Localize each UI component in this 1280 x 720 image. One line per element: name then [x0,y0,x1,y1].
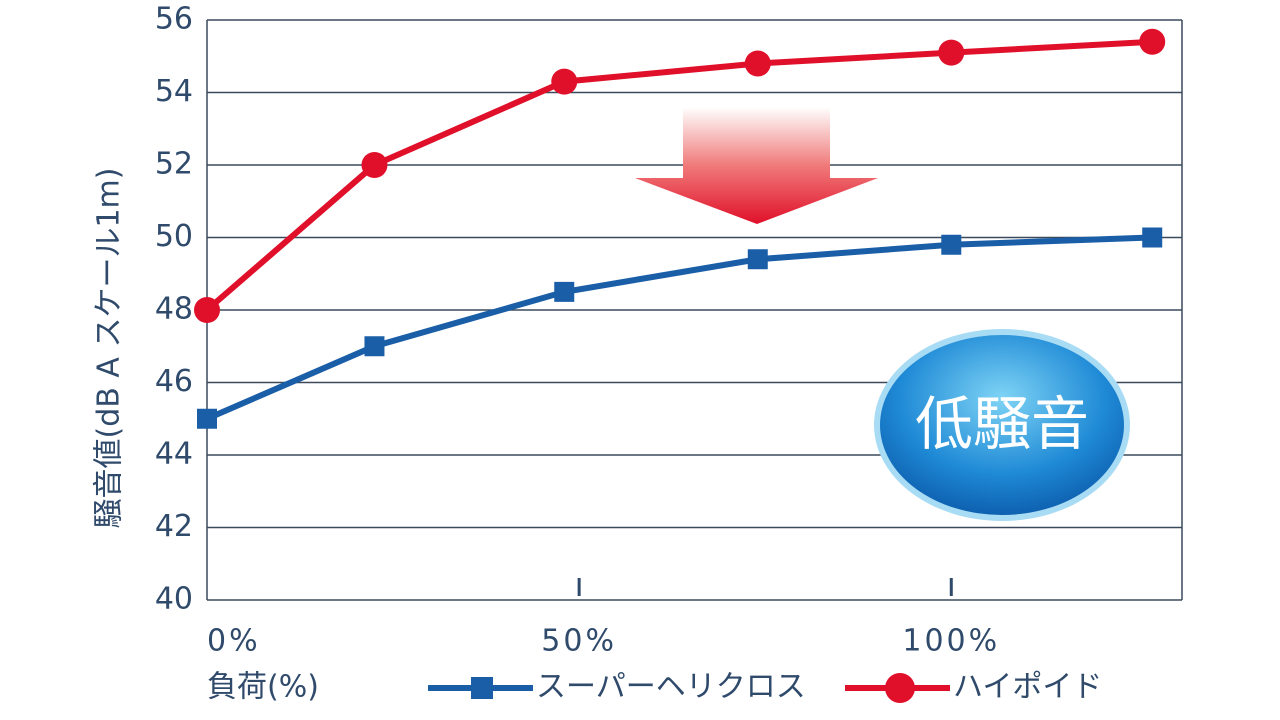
point [1139,28,1166,55]
legend-label: ハイポイド [953,670,1102,705]
y-tick-label: 46 [155,364,193,399]
point [361,152,388,178]
point [941,234,962,255]
series-line [205,38,1153,313]
legend-marker [471,677,493,699]
y-tick-label: 56 [155,2,193,37]
y-tick-label: 48 [155,292,193,327]
point [1142,227,1163,248]
point [938,39,965,66]
y-tick-label: 44 [155,437,193,472]
legend-marker [885,673,915,703]
point [744,50,771,77]
point [197,408,217,429]
point [554,281,575,302]
x-tick-label: 0% [207,624,261,659]
arrow-decoration [635,107,878,224]
series-line [205,234,1153,422]
point [747,249,768,270]
x-tick-label: 50% [541,624,617,659]
legend-label: スーパーヘリクロス [536,670,806,705]
y-tick-label: 54 [155,74,193,109]
y-axis-label: 騒音値(dB A スケール1m) [92,168,127,529]
point [194,297,220,323]
y-tick-label: 50 [155,219,193,254]
x-axis-label: 負荷(%) [207,670,319,705]
y-tick-label: 52 [155,147,193,182]
y-tick-label: 42 [155,509,193,544]
badge [880,335,1124,515]
y-tick-label: 40 [155,582,193,617]
x-tick-label: 100% [902,624,1000,659]
badge-text: 低騒音 [915,390,1089,458]
point [551,68,578,95]
point [364,336,385,357]
